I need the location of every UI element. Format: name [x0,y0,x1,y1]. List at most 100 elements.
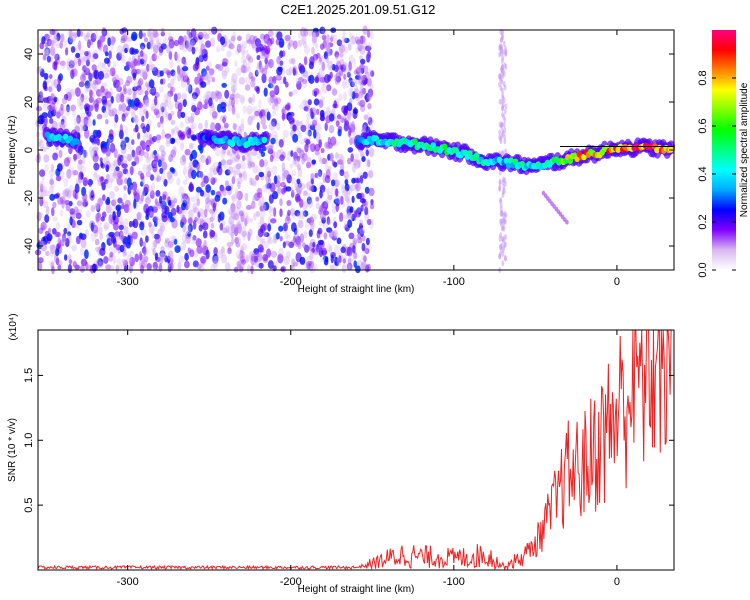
spectrogram-noise-cell [340,117,345,123]
spectrogram-noise-cell [109,191,115,199]
spectrogram-noise-cell [65,202,71,212]
spectrogram-noise-cell [338,70,344,77]
spectrogram-noise-cell [320,202,325,213]
spectrogram-noise-cell [64,187,70,198]
ridge-cell [74,138,80,145]
spectrogram-noise-cell [89,89,93,98]
spectrogram-noise-cell [234,60,238,67]
spectrogram-noise-cell [233,123,238,131]
spectrogram-noise-cell [69,36,75,44]
spectrogram-noise-cell [182,66,189,72]
spectrogram-noise-cell [114,231,121,240]
spectrogram-noise-cell [214,194,221,202]
spectrogram-noise-cell [341,183,345,189]
spectrogram-noise-cell [296,80,302,90]
spectrogram-noise-cell [145,110,149,120]
spectrogram-noise-cell [361,254,367,262]
spectrogram-noise-cell [165,92,171,99]
spectrogram-noise-cell [327,165,332,172]
spectrogram-noise-cell [236,218,240,228]
spectrogram-noise-cell [352,57,356,67]
spectrogram-noise-cell [196,163,203,171]
spectrogram-noise-cell [167,113,172,121]
spectrogram-noise-cell [235,241,241,248]
spectrogram-noise-cell [212,167,218,176]
spectrogram-noise-cell [230,232,234,239]
spectrogram-noise-cell [80,165,86,173]
spectrogram-noise-cell [234,191,240,200]
spectrogram-noise-cell [359,198,366,204]
spectrogram-noise-cell [140,172,145,180]
spectrogram-noise-cell [228,42,233,49]
spectrogram-noise-cell [311,34,318,44]
spectrogram-noise-cell [138,78,144,86]
spectrogram-noise-cell [203,191,208,198]
spectrogram-noise-cell [139,68,144,77]
spectrogram-noise-cell [257,221,261,231]
spectrogram-noise-cell [222,114,227,122]
spectrogram-noise-cell [160,121,165,129]
spectrogram-noise-cell [321,34,327,41]
spectrogram-noise-cell [302,201,309,210]
spectrogram-noise-cell [304,244,310,253]
spectrogram-noise-cell [190,112,195,122]
spectrogram-noise-cell [91,64,97,71]
spectrogram-noise-cell [151,53,157,62]
spectrogram-noise-cell [326,49,332,57]
spectrogram-noise-cell [363,255,367,262]
spectrogram-noise-cell [222,188,227,197]
spectrogram-noise-cell [75,52,81,59]
spectrogram-strip-cell [498,235,502,242]
spectrogram-noise-cell [226,241,233,248]
spectrogram-noise-cell [327,42,334,48]
spectrogram-noise-cell [330,254,334,264]
spectrogram-noise-cell [303,230,308,239]
spectrogram-noise-cell [231,223,236,234]
spectrogram-noise-cell [192,260,199,268]
spectrogram-noise-cell [237,219,243,229]
spectrogram-noise-cell [259,210,266,219]
spectrogram-noise-cell [157,159,162,168]
spectrogram-noise-cell [123,250,127,256]
spectrogram-noise-cell [257,228,264,238]
spectrogram-noise-cell [280,266,286,272]
spectrogram-noise-cell [141,68,148,78]
spectrogram-noise-cell [45,250,50,256]
spectrogram-noise-cell [168,51,173,60]
spectrogram-noise-cell [220,149,225,160]
spectrogram-noise-cell [292,158,298,165]
spectrogram-noise-cell [85,59,90,67]
spectrogram-noise-cell [277,186,283,196]
spectrogram-noise-cell [50,163,54,172]
spectrogram-noise-cell [116,52,122,61]
spectrogram-noise-cell [298,62,303,72]
spectrogram-noise-cell [209,216,214,223]
spectrogram-noise-cell [98,226,103,235]
spectrogram-noise-cell [342,79,347,89]
spectrogram-noise-cell [318,99,324,108]
spectrogram-noise-cell [48,40,55,47]
spectrogram-noise-cell [337,153,344,159]
spectrogram-strip-cell [501,64,504,70]
spectrogram-noise-cell [181,56,186,65]
spectrogram-noise-cell [211,111,218,120]
spectrogram-noise-cell [121,258,128,264]
spectrogram-noise-cell [205,40,212,48]
spectrogram-noise-cell [361,79,367,86]
spectrogram-noise-cell [100,85,105,93]
spectrogram-noise-cell [83,33,88,40]
spectrogram-noise-cell [187,223,193,233]
spectrogram-noise-cell [350,35,357,45]
spectrogram-noise-cell [160,31,165,37]
spectrogram-noise-cell [263,38,269,46]
spectrogram-noise-cell [116,44,124,55]
spectrogram-noise-cell [49,185,54,195]
spectrogram-noise-cell [333,179,340,188]
spectrogram-noise-cell [185,84,192,92]
spectrogram-noise-cell [253,212,257,221]
spectrogram-noise-cell [343,37,350,44]
spectrogram-noise-cell [356,207,362,215]
spectrogram-noise-cell [291,170,297,177]
spectrogram-noise-cell [284,216,291,225]
spectrogram-noise-cell [93,137,99,146]
